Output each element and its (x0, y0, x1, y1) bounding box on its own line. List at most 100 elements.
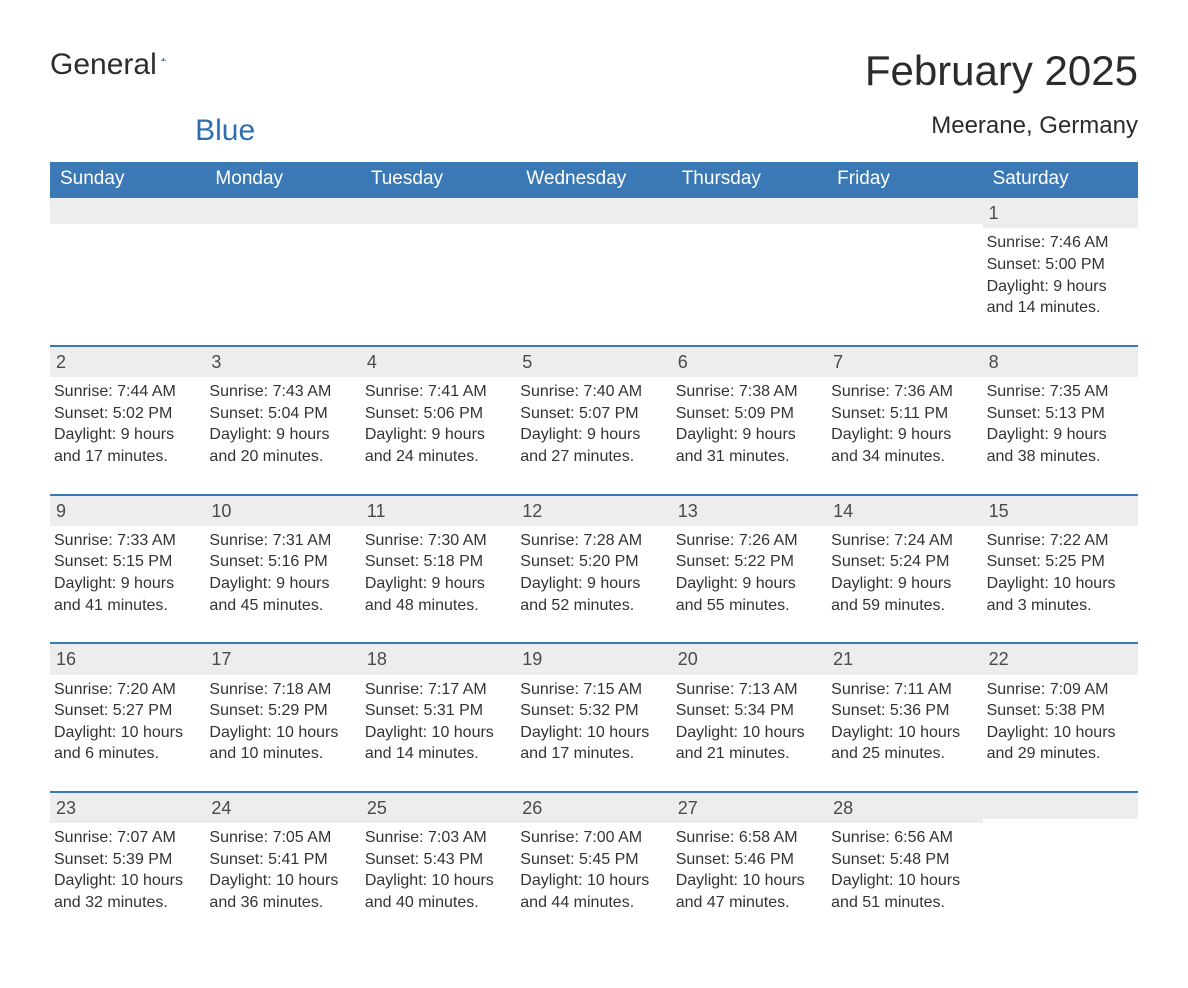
day-number (827, 198, 982, 224)
day-body: Sunrise: 6:56 AMSunset: 5:48 PMDaylight:… (827, 823, 982, 913)
week-row: 23Sunrise: 7:07 AMSunset: 5:39 PMDayligh… (50, 791, 1138, 914)
day-number: 1 (983, 198, 1138, 228)
day-body (672, 224, 827, 228)
day-number: 5 (516, 347, 671, 377)
day-number (205, 198, 360, 224)
daylight-line: Daylight: 10 hours and 21 minutes. (676, 722, 821, 765)
day-body (205, 224, 360, 228)
day-body: Sunrise: 7:33 AMSunset: 5:15 PMDaylight:… (50, 526, 205, 616)
day-number: 25 (361, 793, 516, 823)
sunset-line: Sunset: 5:00 PM (987, 254, 1132, 276)
day-17: 17Sunrise: 7:18 AMSunset: 5:29 PMDayligh… (205, 644, 360, 765)
day-20: 20Sunrise: 7:13 AMSunset: 5:34 PMDayligh… (672, 644, 827, 765)
week-row: 2Sunrise: 7:44 AMSunset: 5:02 PMDaylight… (50, 345, 1138, 468)
day-21: 21Sunrise: 7:11 AMSunset: 5:36 PMDayligh… (827, 644, 982, 765)
sunset-line: Sunset: 5:11 PM (831, 403, 976, 425)
daylight-line: Daylight: 10 hours and 36 minutes. (209, 870, 354, 913)
day-number: 9 (50, 496, 205, 526)
daylight-line: Daylight: 9 hours and 14 minutes. (987, 276, 1132, 319)
daylight-line: Daylight: 9 hours and 34 minutes. (831, 424, 976, 467)
daylight-line: Daylight: 9 hours and 38 minutes. (987, 424, 1132, 467)
daylight-line: Daylight: 10 hours and 47 minutes. (676, 870, 821, 913)
day-4: 4Sunrise: 7:41 AMSunset: 5:06 PMDaylight… (361, 347, 516, 468)
day-body: Sunrise: 7:41 AMSunset: 5:06 PMDaylight:… (361, 377, 516, 467)
sunrise-line: Sunrise: 7:36 AM (831, 381, 976, 403)
daylight-line: Daylight: 10 hours and 44 minutes. (520, 870, 665, 913)
day-number: 3 (205, 347, 360, 377)
day-body: Sunrise: 7:15 AMSunset: 5:32 PMDaylight:… (516, 675, 671, 765)
sunset-line: Sunset: 5:48 PM (831, 849, 976, 871)
day-number: 20 (672, 644, 827, 674)
day-23: 23Sunrise: 7:07 AMSunset: 5:39 PMDayligh… (50, 793, 205, 914)
sunset-line: Sunset: 5:02 PM (54, 403, 199, 425)
day-11: 11Sunrise: 7:30 AMSunset: 5:18 PMDayligh… (361, 496, 516, 617)
day-number (516, 198, 671, 224)
day-empty (827, 198, 982, 319)
sunrise-line: Sunrise: 7:41 AM (365, 381, 510, 403)
daylight-line: Daylight: 10 hours and 17 minutes. (520, 722, 665, 765)
daylight-line: Daylight: 9 hours and 55 minutes. (676, 573, 821, 616)
day-body: Sunrise: 7:05 AMSunset: 5:41 PMDaylight:… (205, 823, 360, 913)
sunrise-line: Sunrise: 7:43 AM (209, 381, 354, 403)
sunset-line: Sunset: 5:45 PM (520, 849, 665, 871)
day-number: 24 (205, 793, 360, 823)
dow-wednesday: Wednesday (516, 162, 671, 196)
sunset-line: Sunset: 5:06 PM (365, 403, 510, 425)
day-27: 27Sunrise: 6:58 AMSunset: 5:46 PMDayligh… (672, 793, 827, 914)
sunset-line: Sunset: 5:20 PM (520, 551, 665, 573)
sunset-line: Sunset: 5:29 PM (209, 700, 354, 722)
sunrise-line: Sunrise: 7:26 AM (676, 530, 821, 552)
logo: General (50, 48, 191, 82)
logo-text-2: Blue (195, 114, 255, 148)
sunset-line: Sunset: 5:27 PM (54, 700, 199, 722)
daylight-line: Daylight: 10 hours and 3 minutes. (987, 573, 1132, 616)
day-number: 27 (672, 793, 827, 823)
day-7: 7Sunrise: 7:36 AMSunset: 5:11 PMDaylight… (827, 347, 982, 468)
daylight-line: Daylight: 10 hours and 40 minutes. (365, 870, 510, 913)
day-number: 21 (827, 644, 982, 674)
day-number: 8 (983, 347, 1138, 377)
day-28: 28Sunrise: 6:56 AMSunset: 5:48 PMDayligh… (827, 793, 982, 914)
logo-text-1: General (50, 48, 157, 82)
day-1: 1Sunrise: 7:46 AMSunset: 5:00 PMDaylight… (983, 198, 1138, 319)
sunset-line: Sunset: 5:31 PM (365, 700, 510, 722)
day-number (672, 198, 827, 224)
day-26: 26Sunrise: 7:00 AMSunset: 5:45 PMDayligh… (516, 793, 671, 914)
day-body (50, 224, 205, 228)
day-number: 19 (516, 644, 671, 674)
day-8: 8Sunrise: 7:35 AMSunset: 5:13 PMDaylight… (983, 347, 1138, 468)
day-16: 16Sunrise: 7:20 AMSunset: 5:27 PMDayligh… (50, 644, 205, 765)
calendar: SundayMondayTuesdayWednesdayThursdayFrid… (50, 162, 1138, 913)
sunset-line: Sunset: 5:09 PM (676, 403, 821, 425)
sunset-line: Sunset: 5:36 PM (831, 700, 976, 722)
day-10: 10Sunrise: 7:31 AMSunset: 5:16 PMDayligh… (205, 496, 360, 617)
day-empty (50, 198, 205, 319)
daylight-line: Daylight: 10 hours and 25 minutes. (831, 722, 976, 765)
day-25: 25Sunrise: 7:03 AMSunset: 5:43 PMDayligh… (361, 793, 516, 914)
day-body: Sunrise: 7:24 AMSunset: 5:24 PMDaylight:… (827, 526, 982, 616)
day-body: Sunrise: 7:44 AMSunset: 5:02 PMDaylight:… (50, 377, 205, 467)
daylight-line: Daylight: 10 hours and 10 minutes. (209, 722, 354, 765)
day-5: 5Sunrise: 7:40 AMSunset: 5:07 PMDaylight… (516, 347, 671, 468)
dow-sunday: Sunday (50, 162, 205, 196)
sunset-line: Sunset: 5:24 PM (831, 551, 976, 573)
day-number (361, 198, 516, 224)
sunset-line: Sunset: 5:38 PM (987, 700, 1132, 722)
daylight-line: Daylight: 9 hours and 59 minutes. (831, 573, 976, 616)
day-body: Sunrise: 7:35 AMSunset: 5:13 PMDaylight:… (983, 377, 1138, 467)
daylight-line: Daylight: 10 hours and 32 minutes. (54, 870, 199, 913)
sunrise-line: Sunrise: 7:03 AM (365, 827, 510, 849)
sunrise-line: Sunrise: 7:00 AM (520, 827, 665, 849)
day-empty (516, 198, 671, 319)
day-number: 16 (50, 644, 205, 674)
day-number: 2 (50, 347, 205, 377)
sunrise-line: Sunrise: 7:38 AM (676, 381, 821, 403)
day-body (361, 224, 516, 228)
day-13: 13Sunrise: 7:26 AMSunset: 5:22 PMDayligh… (672, 496, 827, 617)
day-number: 15 (983, 496, 1138, 526)
sunrise-line: Sunrise: 7:09 AM (987, 679, 1132, 701)
day-14: 14Sunrise: 7:24 AMSunset: 5:24 PMDayligh… (827, 496, 982, 617)
sunset-line: Sunset: 5:25 PM (987, 551, 1132, 573)
sunrise-line: Sunrise: 6:56 AM (831, 827, 976, 849)
sunset-line: Sunset: 5:32 PM (520, 700, 665, 722)
